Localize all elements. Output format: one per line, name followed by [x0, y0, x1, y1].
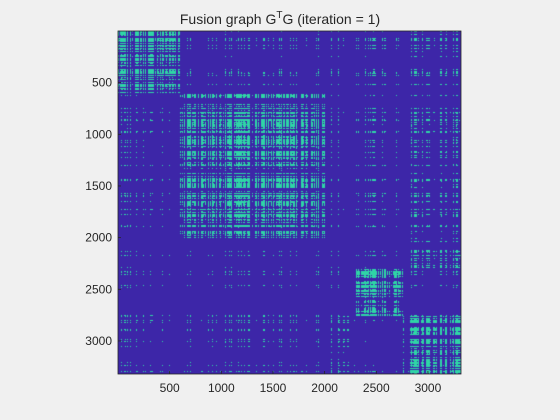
x-tick-label: 1000 [208, 381, 235, 395]
heatmap-plot-area [117, 30, 462, 375]
y-tick-label: 2000 [85, 231, 112, 245]
y-tick-label: 1500 [85, 179, 112, 193]
y-tick-label: 1000 [85, 127, 112, 141]
plot-frame [117, 30, 462, 375]
x-tick-label: 3000 [415, 381, 442, 395]
chart-title-prefix: Fusion graph G [180, 11, 277, 27]
heatmap-image [118, 31, 461, 374]
x-tick-label: 1500 [260, 381, 287, 395]
y-axis: 500 1000 1500 2000 2500 3000 [85, 76, 121, 348]
x-axis: 500 1000 1500 2000 2500 3000 [160, 371, 442, 395]
x-tick-label: 2500 [363, 381, 390, 395]
chart-title-superscript: T [276, 10, 282, 21]
chart-title: Fusion graph GTG (iteration = 1) [180, 10, 380, 27]
x-tick-label: 2000 [311, 381, 338, 395]
chart-title-suffix: G (iteration = 1) [282, 11, 380, 27]
y-tick-label: 500 [92, 76, 112, 90]
x-tick-label: 500 [160, 381, 180, 395]
y-tick-label: 2500 [85, 282, 112, 296]
y-tick-label: 3000 [85, 334, 112, 348]
